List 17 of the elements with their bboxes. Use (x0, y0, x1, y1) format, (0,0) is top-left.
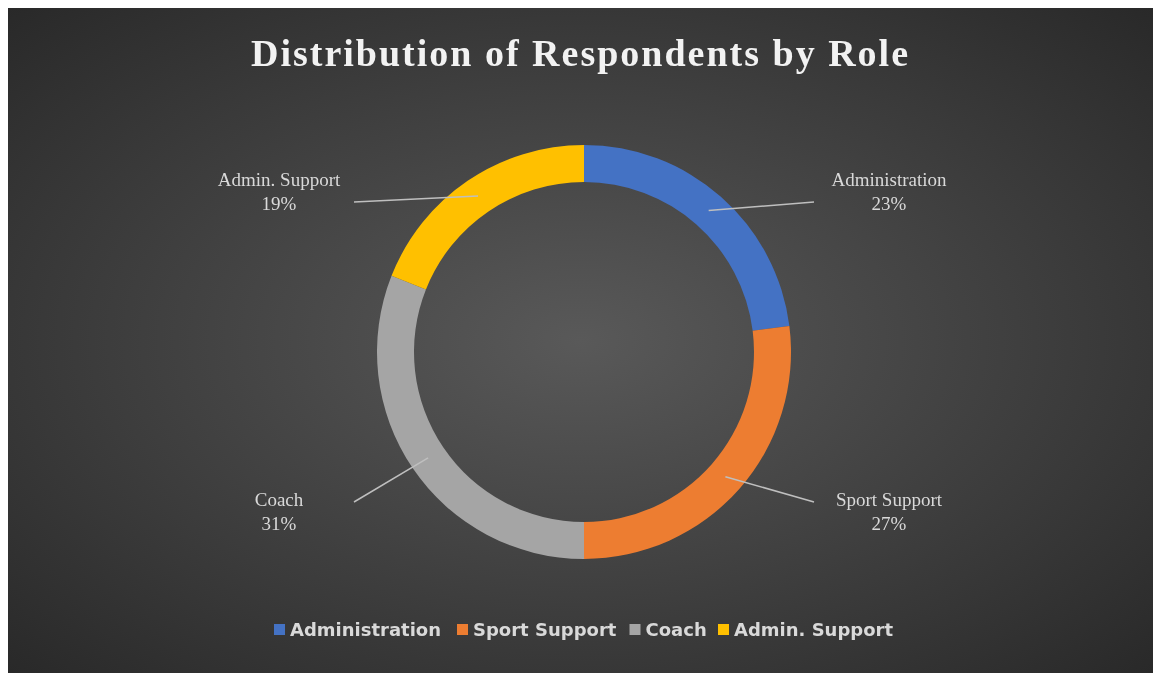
legend-label: Admin. Support (734, 619, 894, 640)
donut-slice (584, 145, 790, 331)
slice-label: Admin. Support (217, 169, 341, 190)
legend-label: Sport Support (473, 619, 617, 640)
legend-label: Coach (645, 619, 707, 640)
data-label: 19% (261, 193, 297, 214)
slice-label: Administration (831, 169, 948, 190)
slice-label: Coach (254, 489, 304, 510)
donut-slice (584, 326, 791, 559)
data-label: 31% (261, 513, 297, 534)
data-label: 23% (871, 193, 907, 214)
donut-slice (391, 145, 584, 290)
slice-label: Sport Support (835, 489, 943, 510)
legend-label: Administration (290, 619, 442, 640)
chart-title: Distribution of Respondents by Role (250, 32, 911, 74)
donut-slice (377, 275, 584, 559)
data-label: 27% (871, 513, 907, 534)
